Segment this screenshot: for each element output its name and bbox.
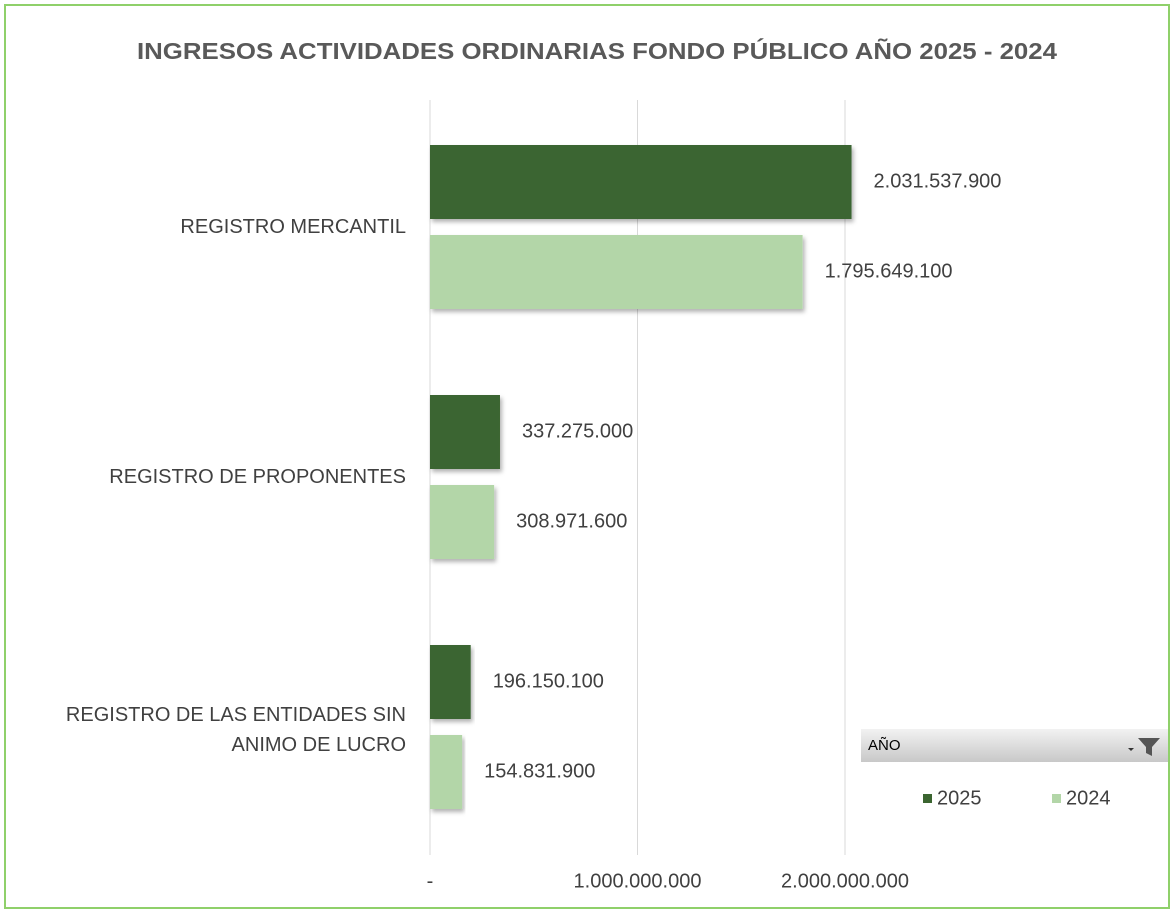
chart-title: INGRESOS ACTIVIDADES ORDINARIAS FONDO PÚ… [137, 37, 1057, 64]
bar [430, 735, 463, 809]
legend-header [861, 729, 1168, 762]
legend: AÑO 2025 2024 [861, 729, 1168, 809]
bar [430, 645, 471, 719]
filter-icon[interactable] [1138, 738, 1160, 756]
value-label: 2.031.537.900 [874, 170, 1002, 192]
category-label: REGISTRO DE PROPONENTES [109, 466, 406, 488]
legend-title: AÑO [868, 737, 901, 754]
value-label: 308.971.600 [516, 510, 627, 532]
bar [430, 485, 495, 559]
legend-swatch [1052, 794, 1061, 803]
legend-label: 2024 [1066, 787, 1111, 809]
dropdown-arrow[interactable] [1128, 748, 1134, 751]
value-label: 1.795.649.100 [825, 260, 953, 282]
bar [430, 145, 852, 219]
value-label: 196.150.100 [493, 670, 604, 692]
value-label: 154.831.900 [484, 760, 595, 782]
category-label: REGISTRO DE LAS ENTIDADES SIN ANIMO DE L… [65, 704, 406, 756]
x-tick-label: 1.000.000.000 [574, 870, 702, 892]
x-tick-label: - [427, 870, 434, 892]
x-tick-label: 2.000.000.000 [781, 870, 909, 892]
legend-label: 2025 [937, 787, 982, 809]
legend-swatch [923, 794, 932, 803]
bar [430, 395, 500, 469]
value-label: 337.275.000 [522, 420, 633, 442]
bar [430, 235, 803, 309]
category-label: REGISTRO MERCANTIL [180, 216, 406, 238]
